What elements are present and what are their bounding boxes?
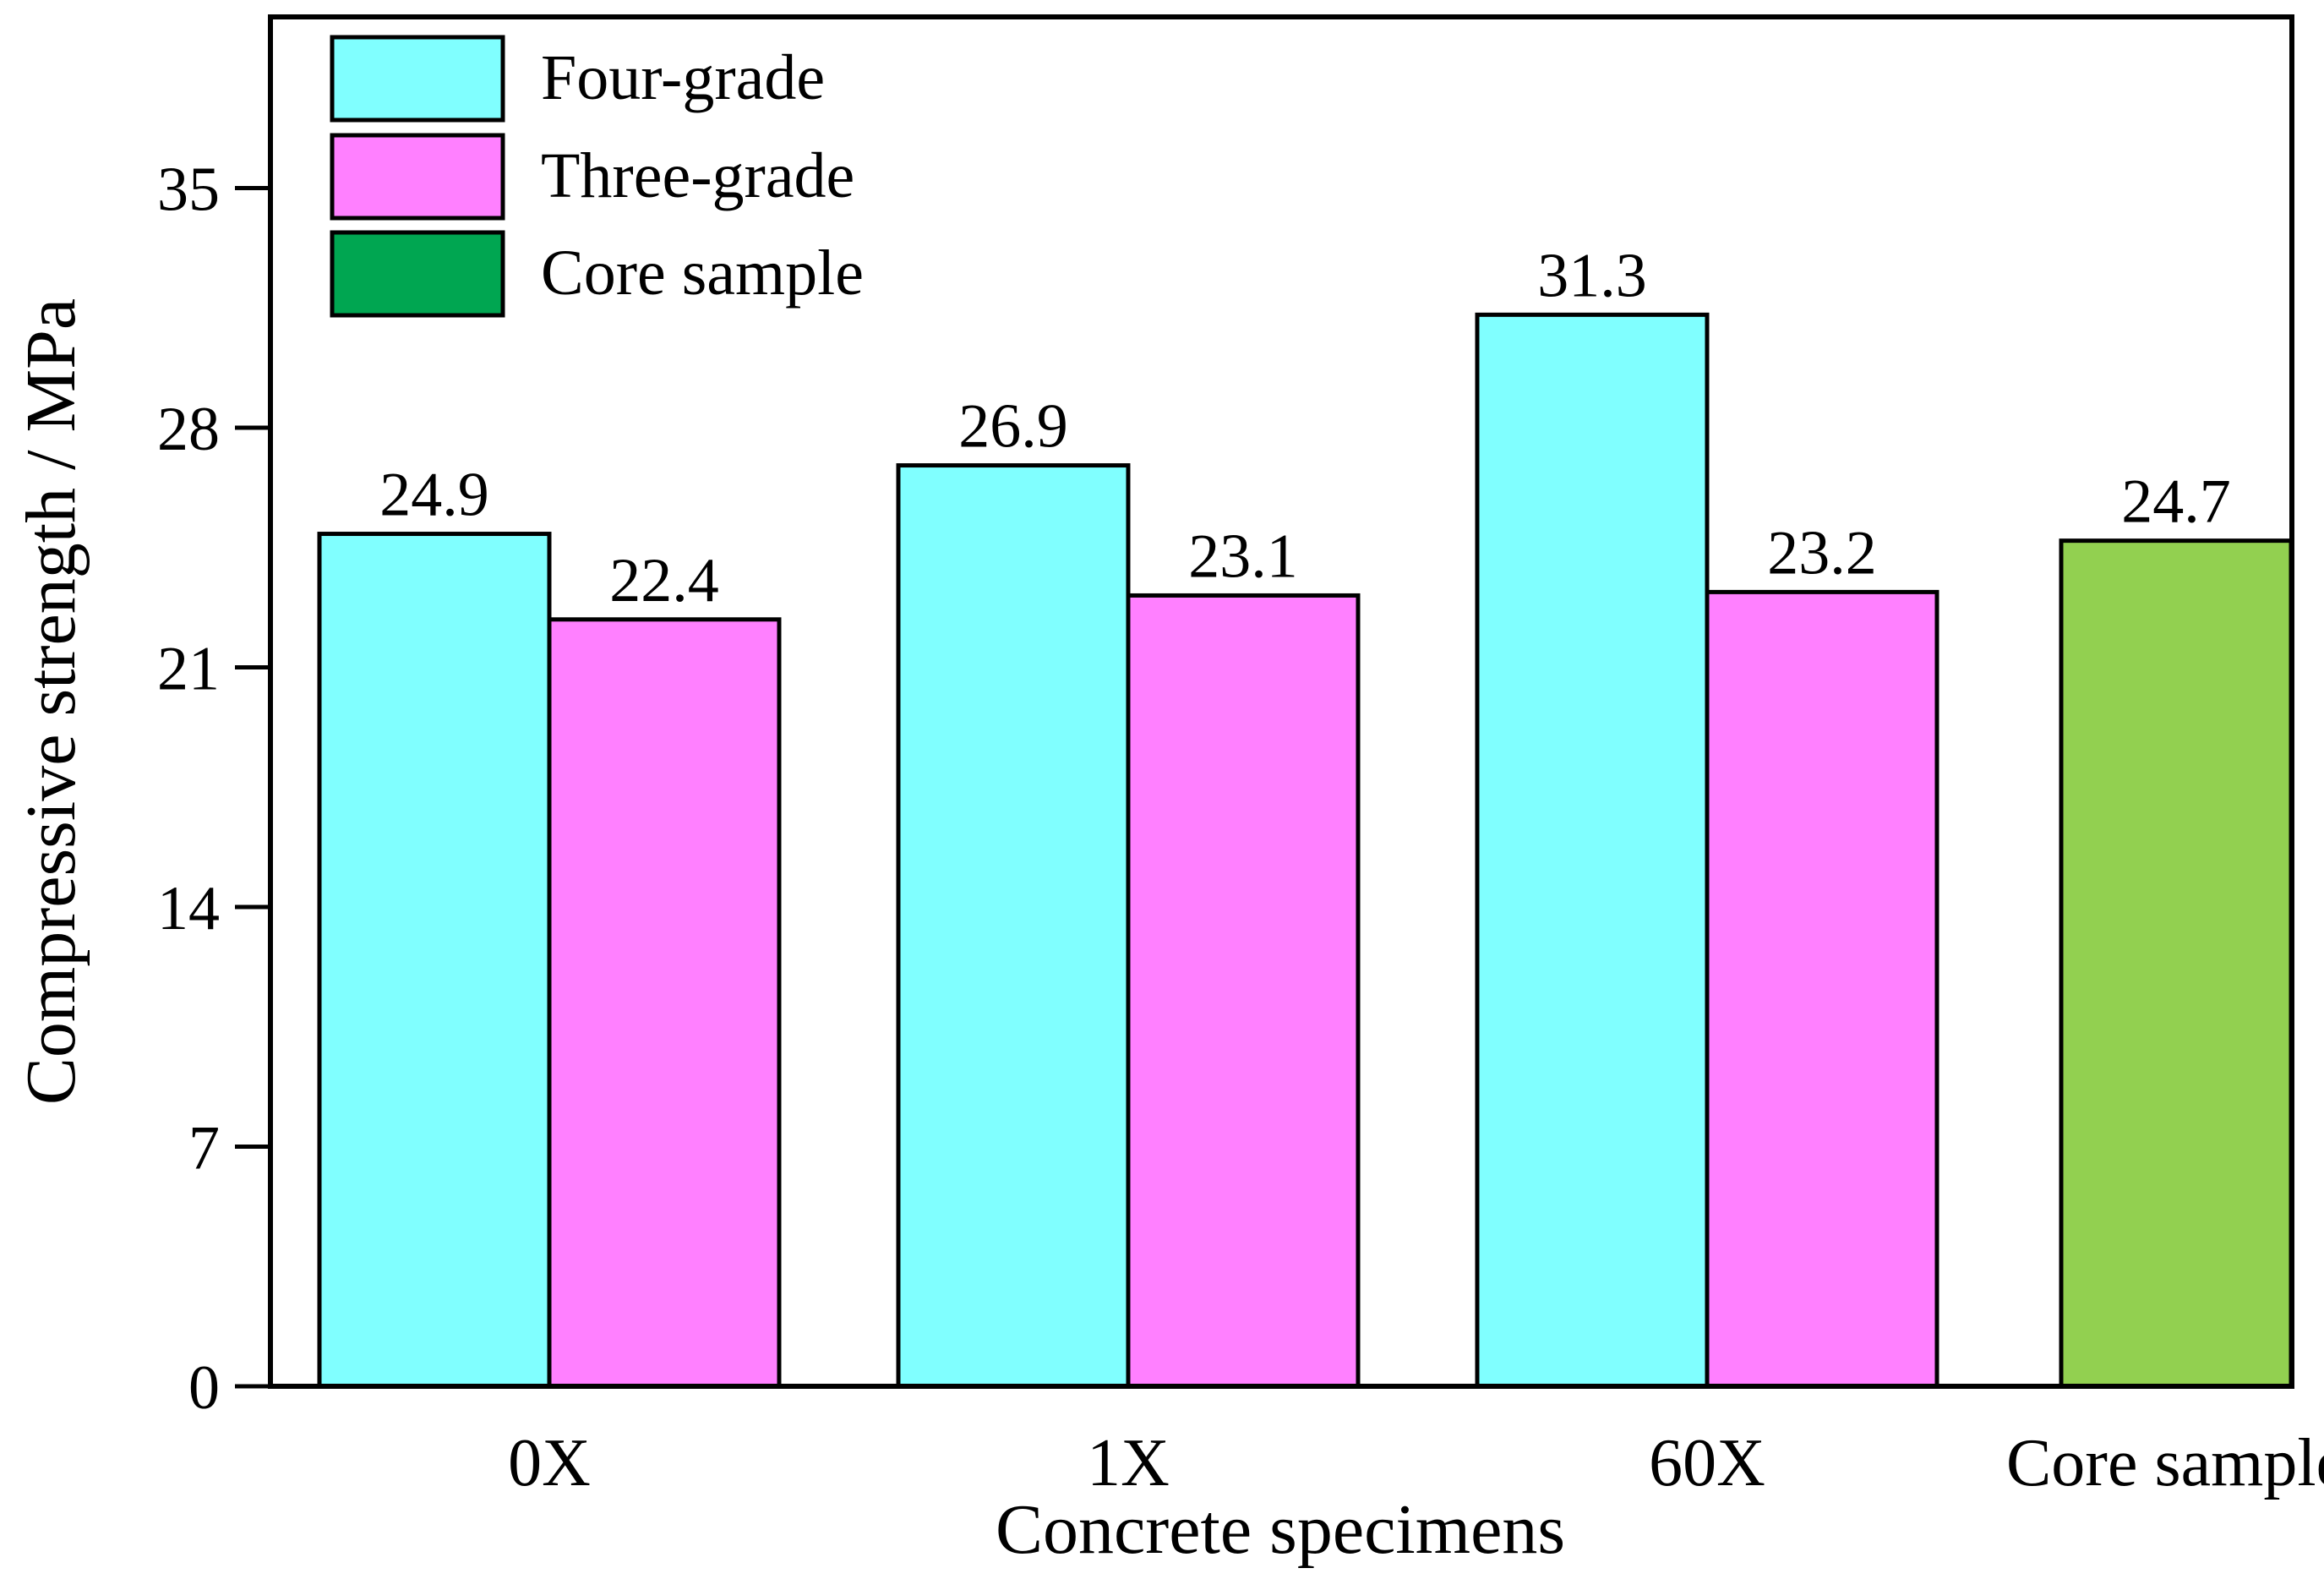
x-category-labels: 0X 1X 60X Core sample bbox=[508, 1426, 2324, 1500]
y-axis-label: Compressive strength / MPa bbox=[12, 298, 90, 1105]
bar-four-grade-1x bbox=[896, 463, 1131, 1389]
value-label: 23.2 bbox=[1767, 518, 1877, 587]
bar-three-grade-0x bbox=[547, 617, 782, 1389]
plot-frame bbox=[268, 14, 2294, 1389]
bars-layer bbox=[317, 312, 2294, 1389]
x-category-label: 1X bbox=[1087, 1426, 1170, 1500]
bar-four-grade-60x bbox=[1475, 312, 1710, 1389]
legend-label: Four-grade bbox=[541, 42, 825, 113]
value-label: 22.4 bbox=[609, 546, 719, 615]
y-tick-label: 14 bbox=[157, 874, 220, 943]
legend: Four-grade Three-grade Core sample bbox=[330, 35, 864, 318]
value-label: 24.7 bbox=[2121, 467, 2231, 537]
x-category-label: 60X bbox=[1649, 1426, 1765, 1500]
bar-three-grade-60x bbox=[1705, 589, 1939, 1389]
y-tick-label: 0 bbox=[188, 1353, 220, 1423]
legend-label: Three-grade bbox=[541, 140, 854, 211]
y-tick-label: 21 bbox=[157, 635, 220, 704]
legend-swatch-four-grade bbox=[330, 35, 505, 123]
legend-swatch-three-grade bbox=[330, 133, 505, 221]
legend-label: Core sample bbox=[541, 238, 864, 309]
y-tick-label: 28 bbox=[157, 395, 220, 464]
bar-core-sample-core-sample bbox=[2059, 538, 2294, 1389]
value-label: 24.9 bbox=[379, 461, 489, 530]
value-label: 31.3 bbox=[1537, 241, 1647, 310]
bar-four-grade-0x bbox=[317, 532, 552, 1389]
value-label: 26.9 bbox=[958, 392, 1068, 462]
value-label: 23.1 bbox=[1188, 522, 1298, 591]
value-labels-layer: 24.9 22.4 26.9 23.1 31.3 23.2 24.7 bbox=[379, 241, 2231, 615]
x-category-label: 0X bbox=[508, 1426, 591, 1500]
legend-swatch-core-sample bbox=[330, 230, 505, 318]
y-tick-label: 35 bbox=[157, 156, 220, 225]
bar-three-grade-1x bbox=[1126, 593, 1361, 1389]
x-axis-label: Concrete specimens bbox=[996, 1490, 1565, 1569]
y-tick-label: 7 bbox=[188, 1114, 220, 1183]
y-ticks-layer: 0 7 14 21 28 35 bbox=[157, 156, 270, 1423]
x-category-label: Core sample bbox=[2006, 1426, 2324, 1500]
